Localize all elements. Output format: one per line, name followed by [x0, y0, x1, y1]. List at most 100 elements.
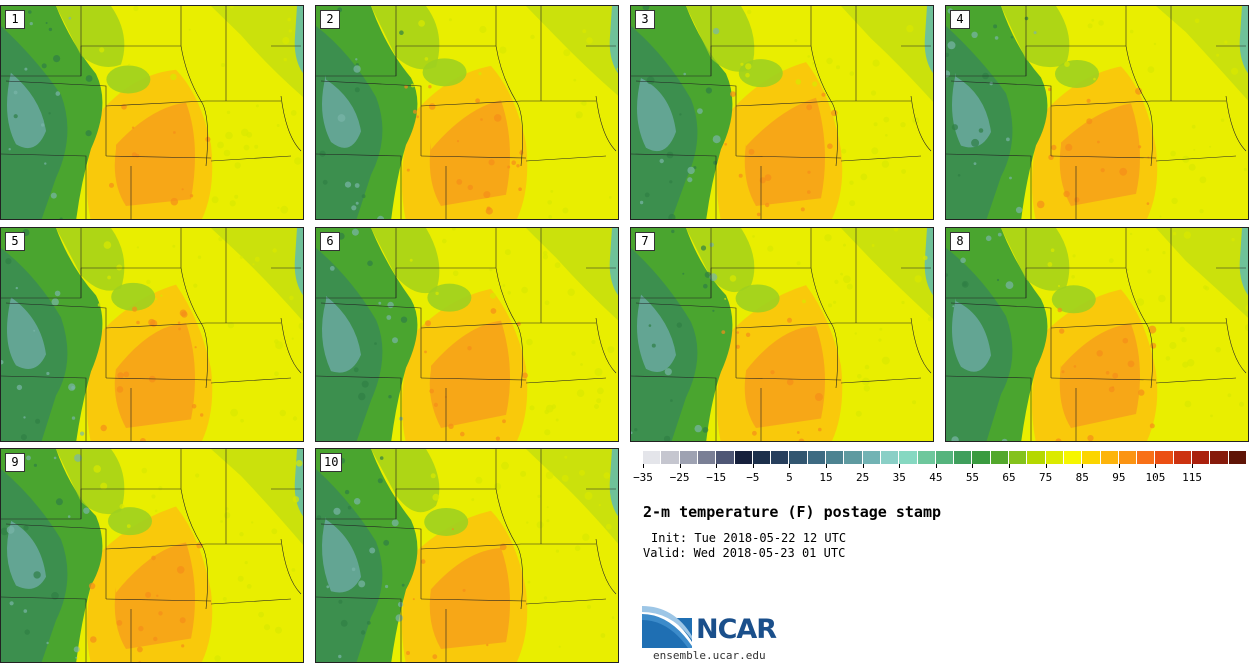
ncar-logo-icon [642, 606, 692, 648]
colorbar-tick [1009, 464, 1011, 468]
init-time: Init: Tue 2018-05-22 12 UTC [651, 531, 847, 545]
colorbar-tick [972, 464, 974, 468]
colorbar-tick [1192, 464, 1194, 468]
colorbar-tick-label: 115 [1182, 471, 1203, 484]
colorbar-segment [1063, 451, 1083, 464]
colorbar-segment [697, 451, 717, 464]
colorbar-tick-label: −25 [669, 471, 690, 484]
colorbar-segment [990, 451, 1010, 464]
colorbar-tick-label: 85 [1075, 471, 1089, 484]
colorbar-segment [789, 451, 808, 464]
member-number-label: 10 [320, 453, 343, 472]
colorbar-segment [1100, 451, 1119, 464]
temperature-map [946, 6, 1248, 219]
colorbar-segment [1228, 451, 1247, 464]
colorbar-tick-label: −35 [633, 471, 653, 484]
colorbar-segment [826, 451, 845, 464]
colorbar-tick-label: 25 [856, 471, 870, 484]
colorbar-segment [1210, 451, 1229, 464]
postage-stamp-1: 1 [0, 5, 304, 220]
colorbar-segment [752, 451, 772, 464]
colorbar-segment [917, 451, 936, 464]
colorbar-segment [972, 451, 991, 464]
colorbar-segment [935, 451, 955, 464]
colorbar-segment [899, 451, 918, 464]
colorbar-segment [844, 451, 863, 464]
temperature-map [631, 6, 933, 219]
temperature-map [946, 228, 1248, 441]
member-number-label: 8 [950, 232, 970, 251]
postage-stamp-4: 4 [945, 5, 1249, 220]
member-number-label: 9 [5, 453, 25, 472]
colorbar-tick [899, 464, 901, 468]
colorbar-segment [1009, 451, 1028, 464]
temperature-map [1, 449, 303, 662]
colorbar-tick [935, 464, 937, 468]
postage-stamp-3: 3 [630, 5, 934, 220]
colorbar-segment [1118, 451, 1138, 464]
colorbar-tick [826, 464, 828, 468]
colorbar-tick-label: 45 [929, 471, 943, 484]
colorbar-segment [1082, 451, 1101, 464]
colorbar-tick [643, 464, 644, 468]
valid-time: Valid: Wed 2018-05-23 01 UTC [643, 546, 846, 560]
colorbar-tick [862, 464, 864, 468]
colorbar-segment [643, 451, 662, 464]
colorbar-segment [771, 451, 790, 464]
colorbar-tick-label: 5 [786, 471, 793, 484]
colorbar-segment [679, 451, 698, 464]
colorbar-segment [716, 451, 735, 464]
chart-title: 2-m temperature (F) postage stamp [643, 503, 942, 521]
ncar-url: ensemble.ucar.edu [653, 649, 766, 662]
colorbar-tick [1045, 464, 1047, 468]
colorbar-segment [1027, 451, 1046, 464]
colorbar-segment [807, 451, 827, 464]
postage-stamp-5: 5 [0, 227, 304, 442]
ncar-logo-text: NCAR [696, 614, 777, 645]
colorbar-tick-label: 65 [1002, 471, 1016, 484]
colorbar-segment [1045, 451, 1064, 464]
colorbar-tick-label: 95 [1112, 471, 1126, 484]
colorbar-segment [1137, 451, 1156, 464]
colorbar-tick-label: 15 [819, 471, 833, 484]
member-number-label: 3 [635, 10, 655, 29]
temperature-map [1, 6, 303, 219]
colorbar-tick-label: 55 [965, 471, 980, 484]
postage-stamp-6: 6 [315, 227, 619, 442]
member-number-label: 6 [320, 232, 340, 251]
member-number-label: 1 [5, 10, 25, 29]
member-number-label: 5 [5, 232, 25, 251]
temperature-map [316, 6, 618, 219]
colorbar-tick-label: 75 [1039, 471, 1053, 484]
temperature-colorbar: −35 −25 −15 −5 5 15 25 35 45 55 65 75 85 95 105 115 [633, 451, 1247, 485]
postage-stamp-2: 2 [315, 5, 619, 220]
colorbar-segment [880, 451, 900, 464]
member-number-label: 2 [320, 10, 340, 29]
colorbar-segment [1155, 451, 1174, 464]
colorbar-tick [679, 464, 681, 468]
colorbar-tick-label: 35 [892, 471, 906, 484]
colorbar-tick [716, 464, 718, 468]
member-number-label: 4 [950, 10, 970, 29]
colorbar-segment [1173, 451, 1193, 464]
temperature-map [316, 228, 618, 441]
postage-stamp-7: 7 [630, 227, 934, 442]
colorbar-tick-label: 105 [1145, 471, 1166, 484]
colorbar-tick [1118, 464, 1120, 468]
temperature-map [1, 228, 303, 441]
temperature-map [316, 449, 618, 662]
colorbar-tick [1082, 464, 1084, 468]
colorbar-segment [1192, 451, 1211, 464]
colorbar-tick [752, 464, 754, 468]
colorbar-tick-label: −15 [706, 471, 727, 484]
postage-stamp-8: 8 [945, 227, 1249, 442]
colorbar-segment [862, 451, 881, 464]
colorbar-segment [734, 451, 753, 464]
member-number-label: 7 [635, 232, 655, 251]
colorbar-segment [954, 451, 973, 464]
postage-stamp-10: 10 [315, 448, 619, 663]
colorbar-tick-label: −5 [746, 471, 760, 484]
postage-stamp-9: 9 [0, 448, 304, 663]
colorbar-tick [1155, 464, 1157, 468]
